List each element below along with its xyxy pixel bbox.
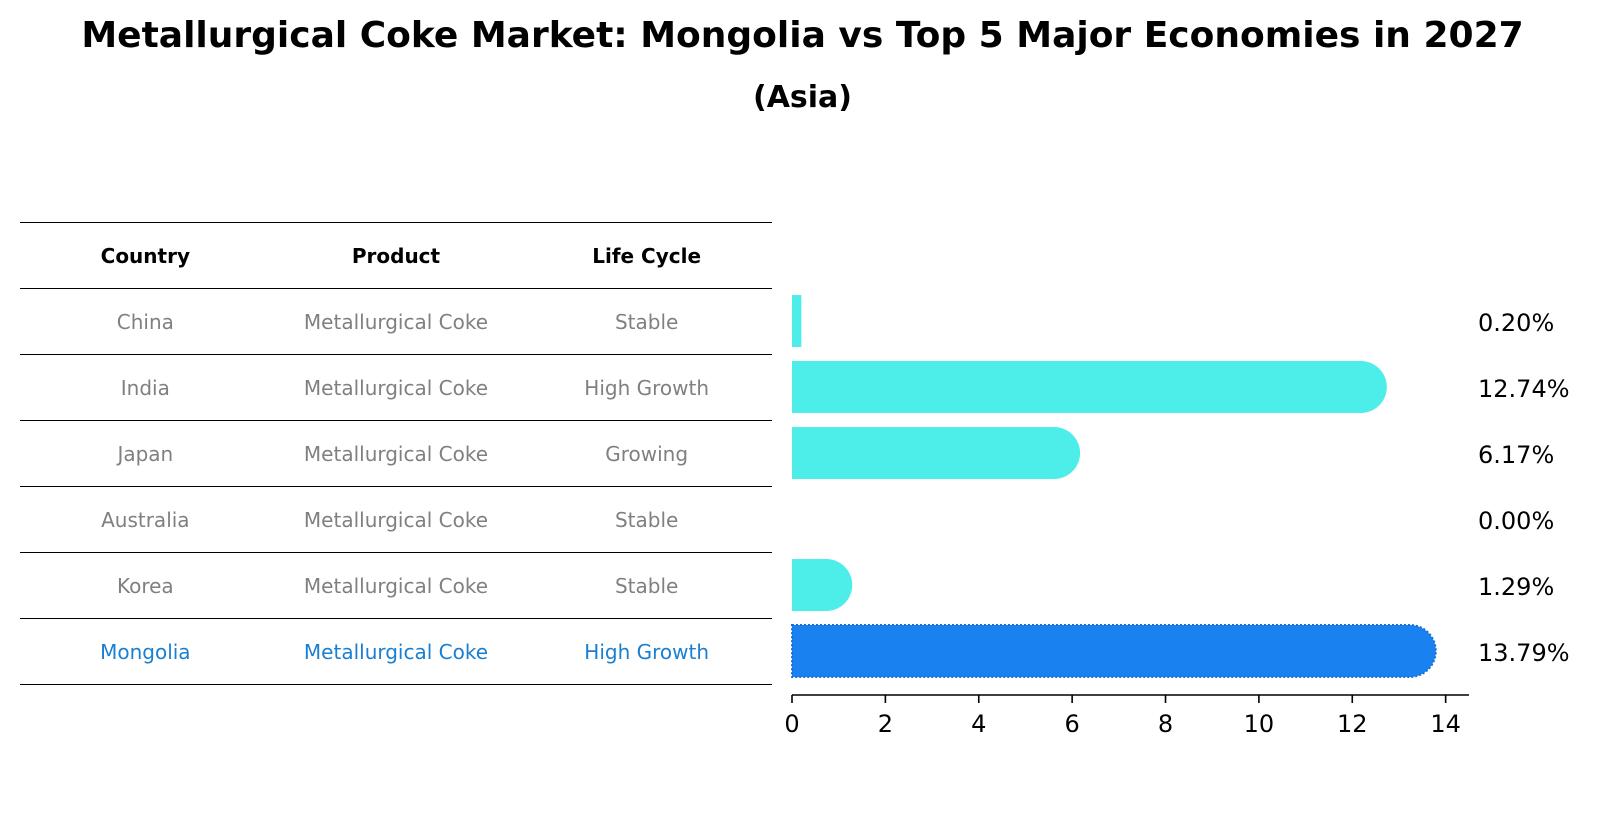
bar-mongolia	[791, 624, 1437, 678]
table-cell-product: Metallurgical Coke	[303, 375, 489, 400]
bars-group	[791, 295, 1437, 678]
bar-china	[792, 295, 802, 347]
table-cell-life-cycle: Stable	[614, 507, 679, 532]
table-cell-product: Metallurgical Coke	[303, 309, 489, 334]
value-label-china: 0.20%	[1478, 309, 1554, 337]
value-label-india: 12.74%	[1478, 375, 1570, 403]
table-cell-country: Mongolia	[100, 639, 191, 664]
value-label-australia: 0.00%	[1478, 507, 1554, 535]
x-tick-label: 8	[1158, 710, 1173, 738]
x-axis: 0 2 4 6 8 10 12 14	[784, 694, 1469, 738]
table-cell-country: Korea	[116, 573, 174, 598]
table-row: Australia Metallurgical Coke Stable	[20, 486, 772, 552]
table-cell-life-cycle: High Growth	[584, 375, 709, 400]
table-row: Korea Metallurgical Coke Stable	[20, 552, 772, 618]
table-cell-country: Japan	[117, 441, 174, 466]
x-tick-label: 10	[1244, 710, 1275, 738]
x-tick-label: 4	[971, 710, 986, 738]
table-cell-life-cycle: Growing	[605, 441, 689, 466]
table-row-highlight: Mongolia Metallurgical Coke High Growth	[20, 618, 772, 685]
bar-japan	[792, 427, 1081, 479]
table-cell-product: Metallurgical Coke	[303, 441, 489, 466]
table-header-row: Country Product Life Cycle	[20, 222, 772, 288]
table-row: India Metallurgical Coke High Growth	[20, 354, 772, 420]
x-tick-label: 12	[1337, 710, 1368, 738]
x-tick-label: 14	[1430, 710, 1461, 738]
table-cell-life-cycle: High Growth	[584, 639, 709, 664]
table-header-product: Product	[351, 243, 441, 268]
value-labels-group: 0.20% 12.74% 6.17% 0.00% 1.29% 13.79%	[1478, 309, 1570, 667]
x-tick-label: 6	[1064, 710, 1079, 738]
chart-subtitle: (Asia)	[752, 80, 853, 115]
table-cell-product: Metallurgical Coke	[303, 507, 489, 532]
table-cell-country: Australia	[101, 507, 190, 532]
bar-korea	[792, 559, 853, 611]
table-header-country: Country	[100, 243, 190, 268]
table-row: China Metallurgical Coke Stable	[20, 288, 772, 354]
value-label-japan: 6.17%	[1478, 441, 1554, 469]
table-row: Japan Metallurgical Coke Growing	[20, 420, 772, 486]
table-cell-life-cycle: Stable	[614, 309, 679, 334]
x-tick-label: 2	[878, 710, 893, 738]
data-table: Country Product Life Cycle China Metallu…	[20, 222, 772, 685]
table-cell-country: India	[120, 375, 170, 400]
bar-india	[792, 361, 1387, 413]
table-cell-product: Metallurgical Coke	[303, 573, 489, 598]
value-label-korea: 1.29%	[1478, 573, 1554, 601]
x-tick-label: 0	[784, 710, 799, 738]
table-cell-product: Metallurgical Coke	[303, 639, 489, 664]
table-cell-country: China	[116, 309, 174, 334]
table-header-life-cycle: Life Cycle	[592, 243, 702, 268]
chart-title: Metallurgical Coke Market: Mongolia vs T…	[81, 15, 1524, 56]
table-cell-life-cycle: Stable	[614, 573, 679, 598]
value-label-mongolia: 13.79%	[1478, 639, 1570, 667]
